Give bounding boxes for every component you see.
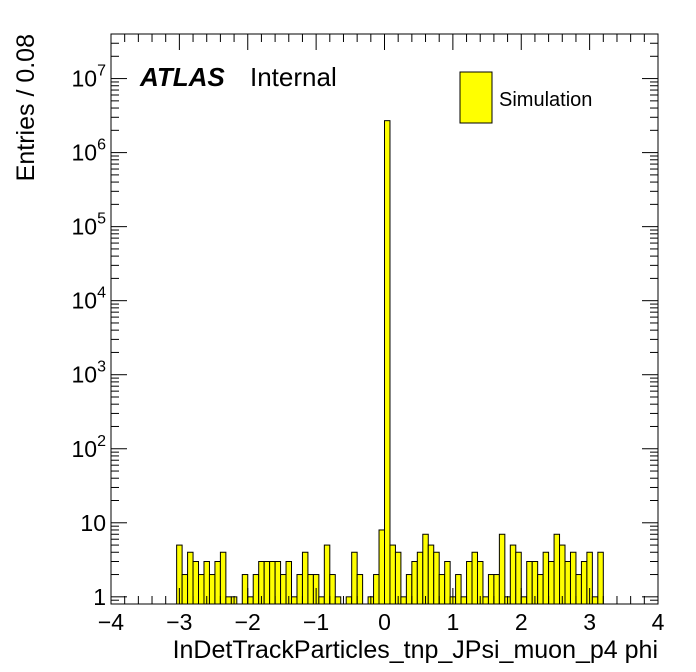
y-tick-label: 106 (72, 137, 107, 166)
histogram-bar (384, 120, 391, 605)
histogram-bar (548, 561, 555, 605)
x-tick-label: −3 (166, 609, 192, 635)
histogram-bar (323, 544, 331, 605)
histogram-bar (187, 551, 194, 605)
histogram-bar (329, 574, 336, 605)
histogram-bar (416, 551, 424, 605)
y-tick-label: 1 (93, 584, 106, 610)
histogram-bar (269, 561, 276, 605)
histogram-bar (334, 596, 342, 605)
histogram-bar (219, 551, 227, 605)
histogram-bar (378, 529, 385, 605)
histogram-bar (482, 596, 489, 605)
histogram-bar (280, 574, 287, 605)
y-tick-label: 102 (72, 433, 107, 462)
histogram-bar (509, 544, 517, 605)
histogram-bar (569, 551, 577, 605)
histogram-bar (296, 574, 303, 605)
x-tick-label: −1 (303, 609, 329, 635)
histogram-bar (214, 561, 221, 605)
histogram-bar (301, 551, 309, 605)
histogram-bar (208, 574, 216, 605)
histogram-bar (559, 544, 566, 605)
histogram-bar (307, 574, 314, 605)
y-axis-title: Entries / 0.08 (12, 34, 40, 181)
histogram-bar (553, 533, 561, 605)
histogram-bar (591, 596, 599, 605)
histogram-bar (411, 561, 418, 605)
legend-label: Simulation (499, 89, 592, 111)
histogram-bar (405, 574, 413, 605)
x-tick-label: −2 (235, 609, 261, 635)
histogram-bar (575, 574, 582, 605)
legend-swatch (459, 71, 493, 124)
histogram-bar (389, 544, 396, 605)
x-tick-label: 0 (378, 609, 391, 635)
y-tick-label: 10 (80, 510, 106, 536)
x-tick-label: 2 (515, 609, 528, 635)
histogram-bar (225, 596, 232, 605)
y-tick-label: 105 (72, 211, 107, 240)
atlas-label: ATLAS (139, 62, 225, 92)
y-tick-labels: 1 10 102 103 104 105 106 107 (72, 63, 107, 610)
histogram-bar (515, 551, 522, 605)
histogram-bar (318, 596, 325, 605)
x-axis-title: InDetTrackParticles_tnp_JPsi_muon_p4 phi (173, 636, 658, 664)
histogram-bar (241, 574, 249, 605)
histogram-bar (263, 561, 271, 605)
histogram-bar (345, 596, 353, 605)
histogram-bar (427, 544, 435, 605)
histogram-bar (471, 551, 478, 605)
histogram-bar (580, 561, 588, 605)
legend: Simulation (459, 71, 592, 124)
histogram-bar (537, 574, 544, 605)
histogram-bar (466, 561, 473, 605)
x-tick-labels: −4 −3 −2 −1 0 1 2 3 4 (98, 609, 665, 635)
histogram-bar (433, 551, 440, 605)
y-tick-label: 103 (72, 359, 107, 388)
histogram-bar (181, 574, 189, 605)
histogram-bar (564, 561, 571, 605)
y-tick-label: 104 (72, 285, 107, 314)
histogram-bar (274, 561, 282, 605)
histogram-bar (526, 561, 533, 605)
histogram-bar (460, 596, 468, 605)
histogram-bar (351, 551, 358, 605)
histogram-bar (520, 596, 528, 605)
histogram-bar (422, 533, 429, 605)
histogram-bar (444, 561, 451, 605)
histogram-bar (455, 574, 462, 605)
histogram-bar (198, 574, 205, 605)
histogram-bar (373, 574, 380, 605)
histogram-bar (493, 574, 500, 605)
histogram-bar (247, 596, 254, 605)
atlas-sublabel: Internal (250, 62, 337, 92)
histogram-bar (542, 551, 550, 605)
y-tick-label: 107 (72, 63, 107, 92)
histogram-bar (498, 533, 506, 605)
histogram-bar (356, 574, 364, 605)
histogram-bar (487, 574, 495, 605)
x-tick-label: −4 (98, 609, 124, 635)
histogram-bar (597, 551, 604, 605)
histogram-bar (438, 574, 446, 605)
histogram-bar (400, 596, 407, 605)
x-tick-label: 4 (652, 609, 665, 635)
histogram-bar (291, 596, 298, 605)
histogram-bar (192, 561, 200, 605)
x-tick-label: 1 (446, 609, 459, 635)
x-tick-label: 3 (583, 609, 596, 635)
axis-ticks (110, 33, 659, 605)
histogram-bar (252, 574, 260, 605)
histogram-bars (176, 120, 604, 605)
